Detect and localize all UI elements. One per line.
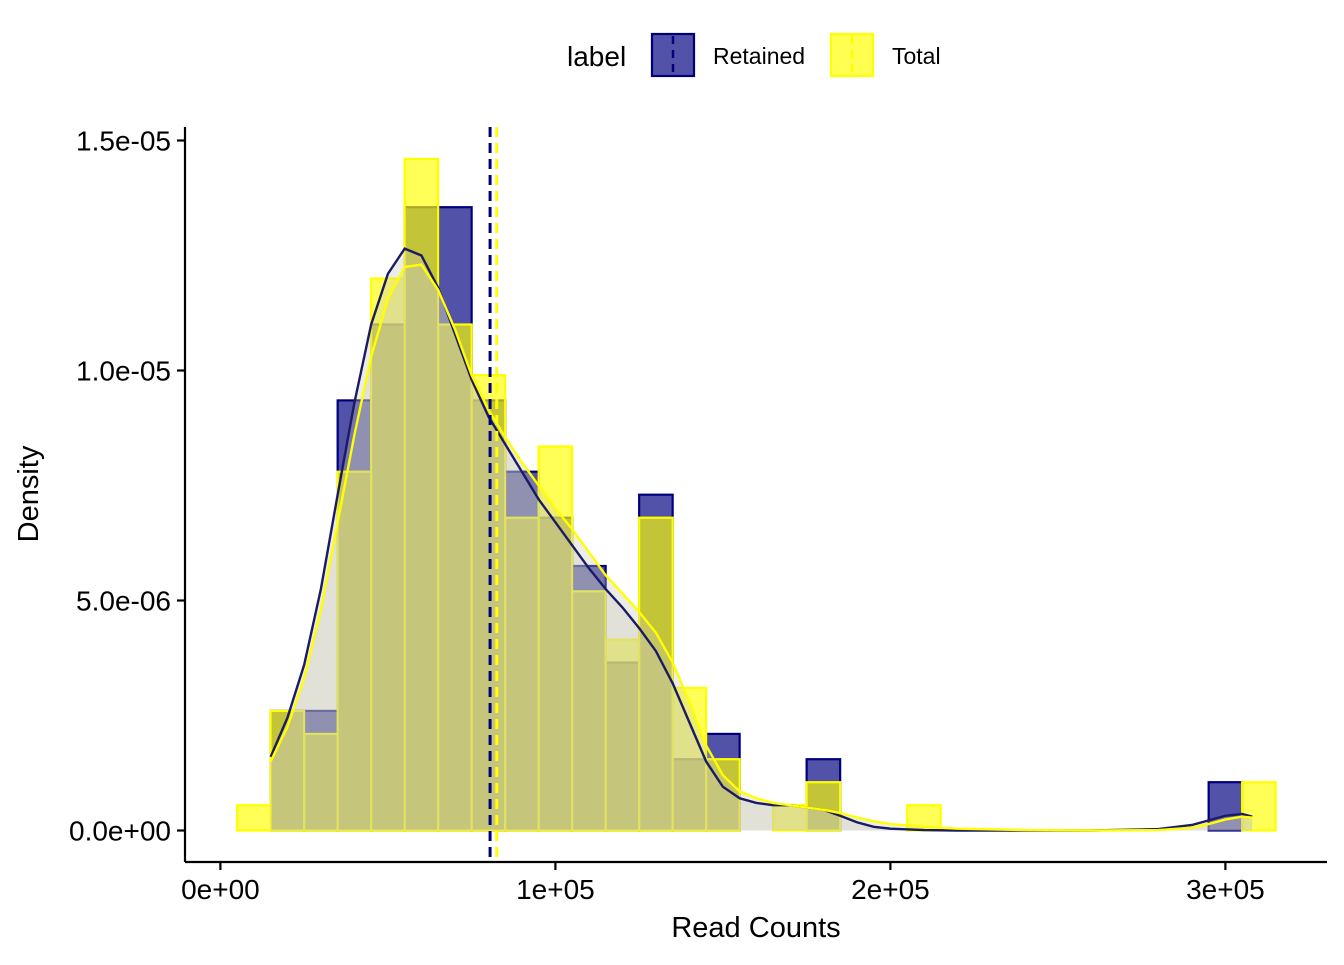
total-bar	[671, 686, 708, 832]
x-tick-label: 2e+05	[851, 874, 930, 905]
total-bar	[470, 374, 507, 832]
retained-density-area	[270, 248, 1253, 831]
axes: 0e+00 1e+05 2e+05 3e+05 0.0e+00 5.0e-06 1.0e-…	[13, 126, 1327, 944]
mean-lines	[488, 127, 499, 862]
total-density-curve	[269, 263, 1253, 832]
total-bar	[604, 638, 641, 832]
y-tick-label: 0.0e+00	[69, 816, 171, 847]
retained-density-curve	[269, 247, 1253, 832]
total-bar	[403, 157, 440, 832]
y-tick-label: 1.5e-05	[76, 126, 171, 157]
total-density-area	[270, 264, 1253, 831]
y-tick-label: 5.0e-06	[76, 586, 171, 617]
legend-items: Retained Total	[650, 32, 941, 78]
total-bar	[504, 516, 540, 832]
retained-histogram	[236, 157, 1277, 832]
retained-legend-label: Retained	[713, 43, 805, 69]
plot-area	[236, 127, 1277, 862]
total-legend-label: Total	[892, 43, 941, 69]
x-tick-label: 0e+00	[181, 874, 260, 905]
total-bar	[1241, 781, 1277, 832]
x-tick-label: 3e+05	[1186, 874, 1265, 905]
legend: label Retained Total	[567, 32, 941, 78]
total-bar	[336, 470, 373, 832]
x-axis-title: Read Counts	[671, 912, 840, 944]
x-ticks: 0e+00 1e+05 2e+05 3e+05	[181, 862, 1265, 905]
y-axis-title: Density	[13, 445, 45, 542]
legend-title: label	[567, 41, 626, 72]
total-bar	[370, 277, 406, 832]
density-curves	[269, 247, 1253, 832]
y-ticks: 0.0e+00 5.0e-06 1.0e-05 1.5e-05	[69, 126, 185, 847]
y-tick-label: 1.0e-05	[76, 356, 171, 387]
x-tick-label: 1e+05	[516, 874, 595, 905]
total-bar	[236, 804, 272, 832]
total-bar	[269, 709, 306, 832]
